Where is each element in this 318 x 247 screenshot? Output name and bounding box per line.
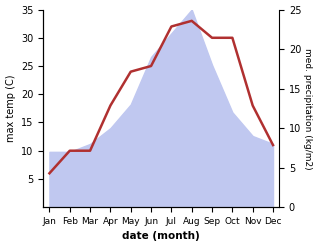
X-axis label: date (month): date (month) [122,231,200,242]
Y-axis label: max temp (C): max temp (C) [5,75,16,142]
Y-axis label: med. precipitation (kg/m2): med. precipitation (kg/m2) [303,48,313,169]
